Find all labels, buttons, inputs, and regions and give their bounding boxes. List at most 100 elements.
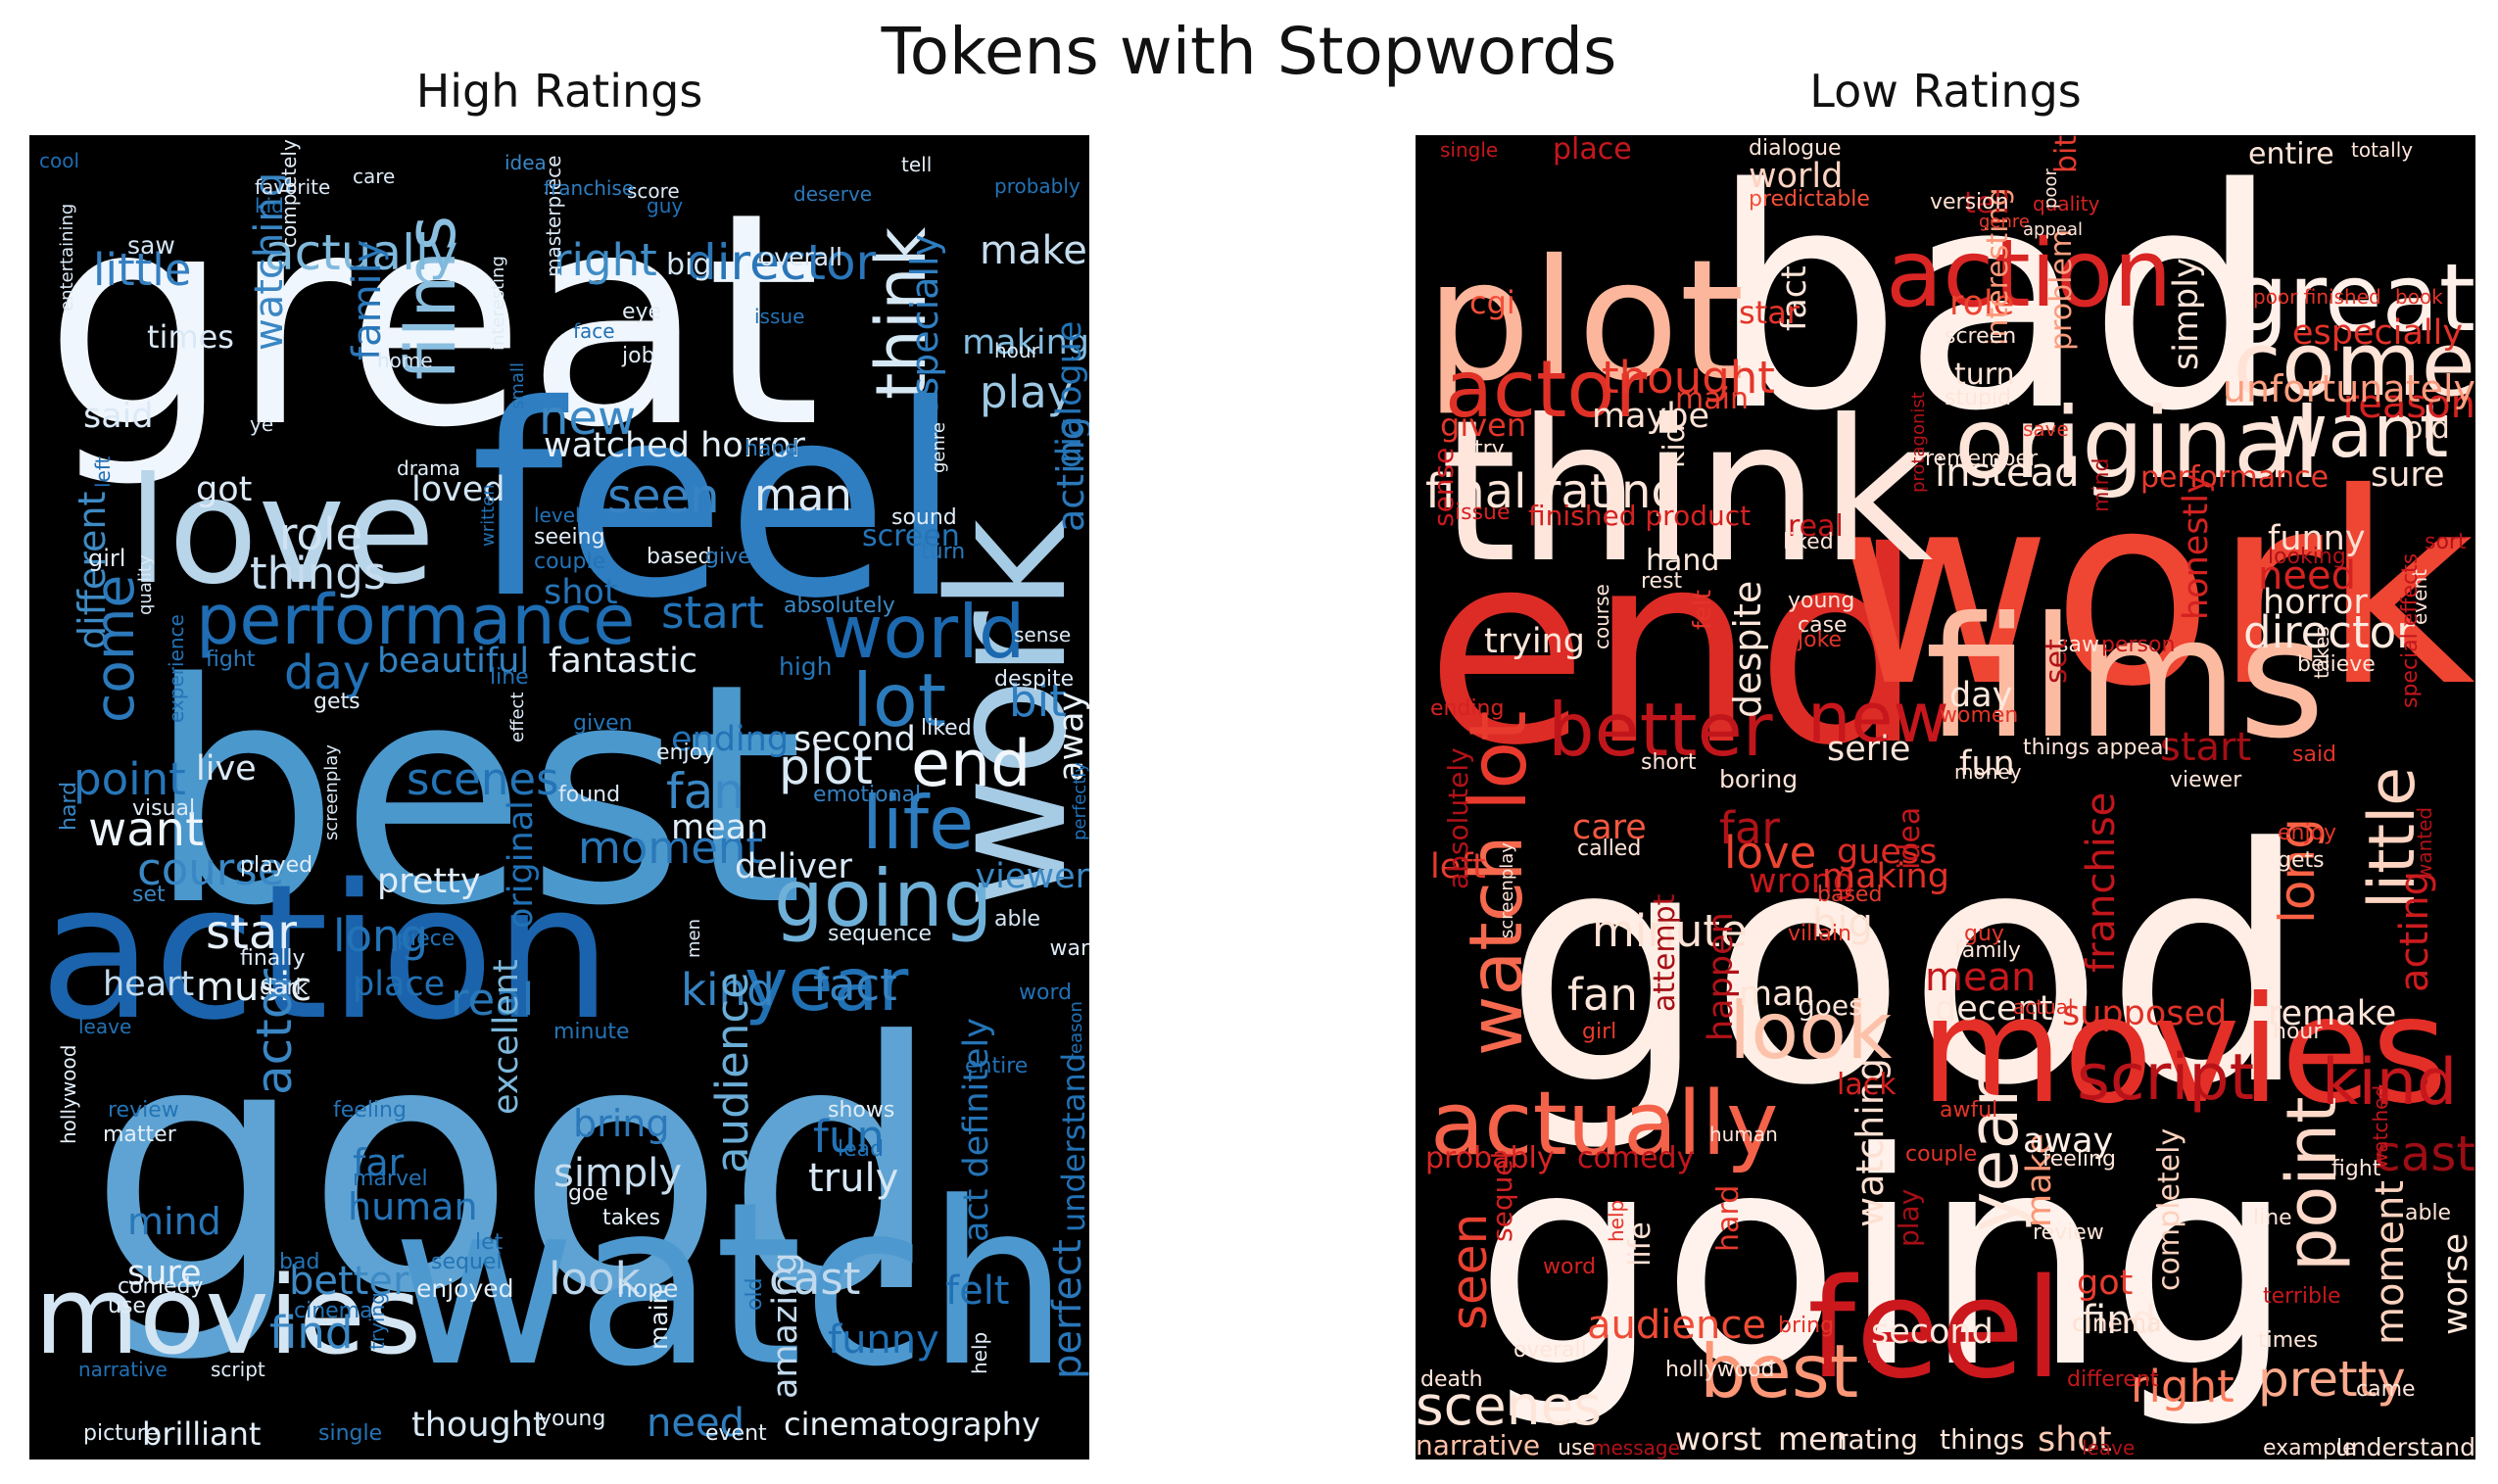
word-thought: thought [1602,352,1775,404]
word-acting: acting [2392,870,2437,992]
word-play: play [980,366,1074,418]
word-truly: truly [808,1156,899,1201]
word-war: war [1049,936,1089,961]
word-thought: thought [411,1406,547,1445]
word-cgi: cgi [1469,284,1515,321]
word-franchise: franchise [2079,791,2124,973]
word-saw: saw [127,231,175,260]
word-sort: sort [2425,530,2467,554]
word-entire: entire [2248,137,2334,171]
word-screen: screen [862,519,960,553]
word-looking: looking [2268,545,2346,569]
word-set: set [132,883,166,907]
word-feeling: feeling [2042,1147,2116,1172]
word-fight: fight [206,647,256,672]
word-couple: couple [1905,1142,1978,1167]
word-things: things [250,548,387,599]
word-dark: dark [260,976,309,1000]
word-piece: piece [397,927,456,951]
word-enjoyed: enjoyed [416,1274,514,1303]
word-perfectly: perfectly [1070,762,1089,840]
word-given: given [1440,407,1527,444]
word-year: year [745,941,909,1028]
word-want: want [88,802,204,857]
word-review: review [2033,1221,2104,1245]
word-lead: lead [838,1137,885,1162]
word-audience: audience [706,972,758,1173]
word-job: job [622,344,655,368]
word-shot: shot [2038,1420,2112,1460]
word-quality: quality [2033,192,2100,215]
word-let: let [475,1230,504,1255]
word-hour: hour [994,339,1039,362]
word-role: role [1949,284,2015,323]
word-great: great [44,150,822,492]
word-finished-product: finished product [1528,500,1752,532]
word-worse: worse [2436,1232,2475,1335]
word-hollywood: hollywood [1665,1358,1775,1382]
word-small: small [507,362,528,409]
word-understand: understand [1055,1052,1089,1232]
word-takes: takes [2310,626,2333,679]
word-horror: horror [2263,583,2368,622]
word-left: left [91,455,115,488]
word-word: word [1543,1255,1597,1279]
word-cinema: cinema [2072,1309,2162,1337]
word-experience: experience [165,614,188,723]
word-poor-finished: poor finished [2253,285,2381,309]
word-big: big [1812,901,1873,946]
word-came: came [2356,1377,2416,1402]
word-instead: instead [1935,451,2080,496]
word-said: said [83,397,154,436]
word-come: come [83,574,146,723]
word-good: good [88,969,943,1368]
word-completely: completely [2152,1127,2186,1291]
word-single: single [1440,138,1499,162]
word-narrative: narrative [78,1358,168,1381]
word-enjoy: enjoy [656,741,716,765]
word-times: times [147,318,234,356]
word-got: got [196,470,253,509]
word-best: best [1700,1328,1859,1414]
word-things-appeal: things appeal [2023,736,2170,760]
word-new: new [1807,678,1949,758]
word-men: men [684,918,704,958]
word-word: word [1019,981,1073,1005]
word-wanted: wanted [2413,806,2436,880]
word-kid: kid [255,194,284,217]
word-second: second [1871,1313,1994,1352]
word-awful: awful [1940,1098,1998,1123]
word-right: right [2131,1361,2234,1412]
word-mean: mean [1925,955,2037,1000]
word-actually: actually [1430,1073,1779,1175]
word-play: play [1893,1188,1925,1247]
word-believe: believe [2297,652,2376,677]
word-especially: especially [903,233,946,419]
word-remember: remember [1925,447,2039,471]
word-entire: entire [965,1054,1029,1078]
word-shows: shows [828,1098,895,1123]
word-girl: girl [88,545,126,572]
word-gets: gets [313,690,360,714]
word-idea: idea [1893,806,1927,870]
word-moment: moment [2368,1179,2413,1345]
word-pretty: pretty [377,862,481,901]
word-finally: finally [240,946,306,971]
word-main: main [645,1288,673,1350]
word-better: better [1548,687,1773,773]
word-worst: worst [1675,1420,1762,1458]
word-big: big [666,248,712,282]
word-level: level [534,503,581,527]
word-deliver: deliver [735,847,852,886]
word-felt: felt [945,1269,1010,1314]
word-bring: bring [1778,1314,1835,1338]
word-little: little [93,244,192,296]
word-fight: fight [2331,1157,2381,1181]
word-maybe: maybe [1592,397,1710,436]
word-men: men [1778,1420,1849,1458]
word-performance: performance [2140,460,2330,495]
word-real: real [451,974,535,1026]
word-moment: moment [578,822,764,874]
word-good: good [1504,780,2310,1156]
word-fun: fun [1959,744,2015,784]
